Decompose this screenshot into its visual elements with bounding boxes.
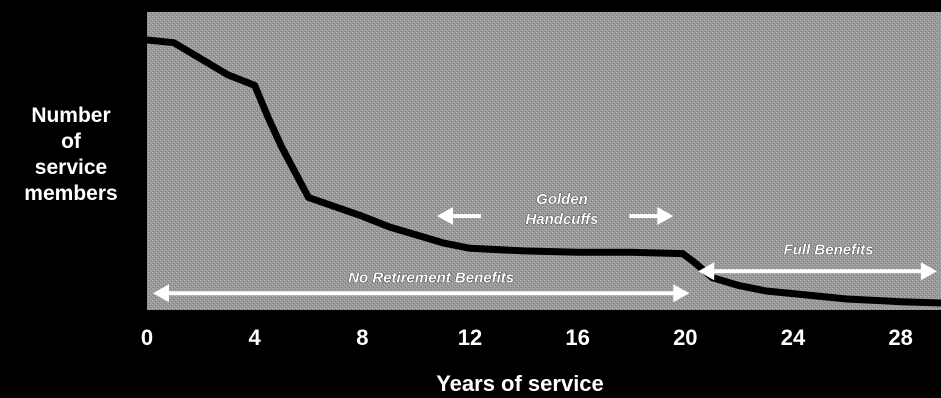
x-tick-label: 20 bbox=[673, 325, 697, 350]
x-tick-label: 28 bbox=[888, 325, 912, 350]
arrowhead bbox=[153, 284, 169, 303]
annotation-no-retirement: No Retirement Benefits bbox=[348, 269, 514, 286]
arrowhead bbox=[921, 262, 937, 281]
arrowhead bbox=[657, 207, 674, 225]
series-line bbox=[143, 36, 941, 307]
annotation-full-benefits: Full Benefits bbox=[784, 241, 874, 258]
annotation-golden: Golden bbox=[536, 191, 588, 208]
x-tick-label: 4 bbox=[249, 325, 262, 350]
y-axis-title-line: service bbox=[34, 156, 108, 179]
y-axis-title-line: of bbox=[61, 130, 81, 153]
annotation-handcuffs: Handcuffs bbox=[525, 211, 598, 228]
arrowhead bbox=[698, 262, 715, 281]
x-tick-label: 24 bbox=[781, 325, 806, 350]
x-tick-label: 0 bbox=[141, 325, 153, 350]
arrowhead bbox=[437, 207, 454, 225]
y-axis-title: Number of service members bbox=[0, 103, 142, 207]
y-axis-title-line: members bbox=[24, 182, 118, 205]
plot-area bbox=[147, 12, 941, 310]
y-axis-title-line: Number bbox=[31, 104, 111, 127]
arrowhead bbox=[673, 284, 690, 303]
x-tick-label: 16 bbox=[565, 325, 589, 350]
x-tick-label: 8 bbox=[356, 325, 368, 350]
x-axis-title: Years of service bbox=[436, 371, 604, 396]
x-tick-label: 12 bbox=[458, 325, 482, 350]
